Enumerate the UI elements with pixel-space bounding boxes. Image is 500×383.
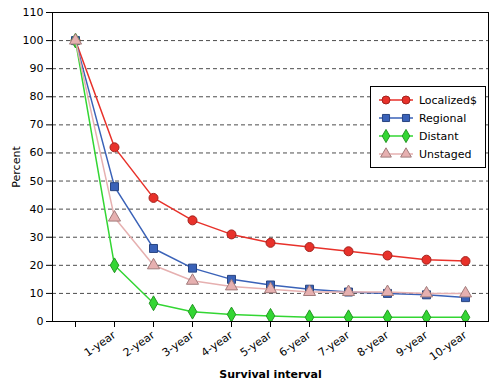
html-text:Distant: Distant [418, 129, 459, 143]
svg-text:Percent: Percent [10, 146, 23, 188]
svg-text:40: 40 [30, 203, 44, 216]
html-text:Localized$: Localized$ [418, 93, 477, 107]
svg-text:90: 90 [30, 62, 44, 75]
svg-text:4-year: 4-year [199, 328, 236, 359]
svg-text:10-year: 10-year [427, 328, 470, 363]
svg-text:1-year: 1-year [82, 328, 119, 359]
svg-text:Survival interval: Survival interval [219, 368, 321, 381]
svg-text:30: 30 [30, 231, 44, 244]
svg-text:20: 20 [30, 259, 44, 272]
svg-text:60: 60 [30, 146, 44, 159]
svg-text:0: 0 [37, 315, 44, 328]
svg-text:5-year: 5-year [238, 328, 275, 359]
svg-text:80: 80 [30, 90, 44, 103]
html-text:Regional: Regional [418, 111, 467, 125]
svg-text:7-year: 7-year [316, 328, 353, 359]
svg-text:10: 10 [30, 287, 44, 300]
html-text:Unstaged: Unstaged [418, 147, 472, 161]
svg-text:8-year: 8-year [355, 328, 392, 359]
svg-text:3-year: 3-year [160, 328, 197, 359]
svg-text:100: 100 [23, 34, 44, 47]
svg-text:50: 50 [30, 175, 44, 188]
svg-text:9-year: 9-year [394, 328, 431, 359]
svg-text:70: 70 [30, 118, 44, 131]
svg-text:6-year: 6-year [277, 328, 314, 359]
svg-text:110: 110 [23, 6, 44, 19]
svg-text:2-year: 2-year [121, 328, 158, 359]
